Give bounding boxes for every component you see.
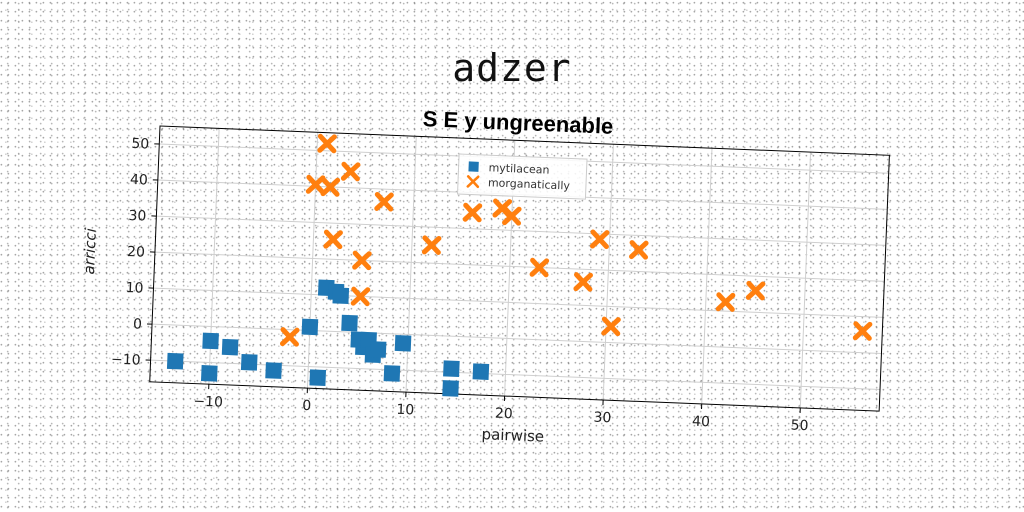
legend-swatch-square bbox=[468, 161, 479, 172]
plot-area: −10 0 10 20 30 40 50 −10 0 10 20 30 40 50 mytilacean … bbox=[80, 125, 890, 446]
scatter-point-square bbox=[221, 338, 239, 356]
scatter-point-x bbox=[601, 316, 621, 337]
y-tick-label: 40 bbox=[130, 172, 148, 189]
page-title: adzer bbox=[452, 46, 572, 90]
scatter-point-x bbox=[320, 177, 341, 197]
scatter-point-square bbox=[265, 362, 282, 379]
scatter-point-x bbox=[317, 133, 337, 154]
scatter-point-x bbox=[374, 191, 394, 212]
y-gridline bbox=[153, 287, 883, 318]
chart-title: S E y ungreenable bbox=[422, 106, 614, 139]
plot-frame bbox=[149, 125, 890, 412]
x-gridline bbox=[306, 132, 319, 389]
tick-labels: −10 0 10 20 30 40 50 −10 0 10 20 30 40 50 bbox=[111, 136, 809, 435]
scatter-point-square bbox=[301, 318, 319, 336]
scatter-point-x bbox=[350, 286, 371, 307]
y-gridline bbox=[152, 323, 882, 354]
scatter-point-square bbox=[240, 354, 258, 371]
scatter-point-x bbox=[629, 240, 649, 260]
x-tick-label: 40 bbox=[692, 414, 710, 431]
scatter-point-x bbox=[279, 327, 300, 347]
scatter-point-x bbox=[323, 229, 343, 250]
scatter-point-square bbox=[341, 314, 358, 332]
scatter-point-square bbox=[383, 365, 401, 382]
scatter-point-x bbox=[352, 250, 372, 271]
x-gridline bbox=[799, 152, 812, 408]
y-tick-label: 0 bbox=[133, 316, 143, 332]
y-tick-label: 30 bbox=[128, 208, 146, 225]
y-tick-label: 50 bbox=[131, 136, 149, 153]
x-tick-label: 20 bbox=[495, 406, 513, 423]
x-tick-label: 10 bbox=[396, 402, 414, 419]
scatter-point-square bbox=[369, 341, 387, 358]
scatter-point-x bbox=[421, 235, 442, 255]
scatter-point-square bbox=[442, 380, 459, 397]
scatter-point-square bbox=[309, 369, 327, 387]
legend-entry-0: mytilacean bbox=[488, 161, 549, 176]
x-gridline bbox=[701, 148, 713, 404]
scatter-point-x bbox=[573, 272, 593, 292]
x-tick-label: 30 bbox=[593, 410, 611, 427]
y-gridline bbox=[156, 215, 886, 246]
scatter-point-x bbox=[715, 292, 736, 312]
legend-box bbox=[456, 153, 588, 200]
legend-swatch-x bbox=[466, 175, 480, 189]
scatter-point-x bbox=[305, 174, 326, 195]
y-gridline bbox=[150, 359, 881, 390]
scatter-point-x bbox=[529, 257, 550, 278]
y-tick-label: 10 bbox=[125, 280, 143, 297]
scatter-point-square bbox=[200, 365, 218, 382]
x-tick-label: 50 bbox=[790, 418, 808, 435]
legend: mytilacean morganatically bbox=[456, 153, 588, 200]
scatter-point-x bbox=[852, 321, 873, 341]
scatter-point-x bbox=[502, 206, 522, 226]
data-points bbox=[166, 133, 873, 397]
legend-entry-1: morganatically bbox=[488, 176, 571, 192]
scatter-point-x bbox=[589, 229, 610, 250]
y-gridline bbox=[154, 251, 885, 282]
scatter-point-square bbox=[472, 363, 490, 380]
y-axis-label: arricci bbox=[80, 227, 100, 275]
scatter-point-square bbox=[202, 332, 219, 350]
x-gridline bbox=[602, 144, 614, 401]
scatter-point-square bbox=[394, 334, 412, 352]
scatter-point-x bbox=[462, 202, 483, 223]
scatter-point-square bbox=[332, 287, 350, 304]
x-axis-label: pairwise bbox=[481, 425, 544, 445]
scatter-point-x bbox=[745, 280, 766, 301]
y-tick-label: 20 bbox=[127, 244, 145, 261]
scatter-point-x bbox=[340, 161, 361, 182]
scatter-point-square bbox=[443, 360, 460, 377]
scatter-point-square bbox=[166, 352, 184, 370]
x-tick-label: −10 bbox=[193, 394, 223, 411]
x-tick-label: 0 bbox=[302, 398, 312, 414]
x-gridline bbox=[405, 136, 417, 393]
y-tick-label: −10 bbox=[111, 352, 141, 369]
